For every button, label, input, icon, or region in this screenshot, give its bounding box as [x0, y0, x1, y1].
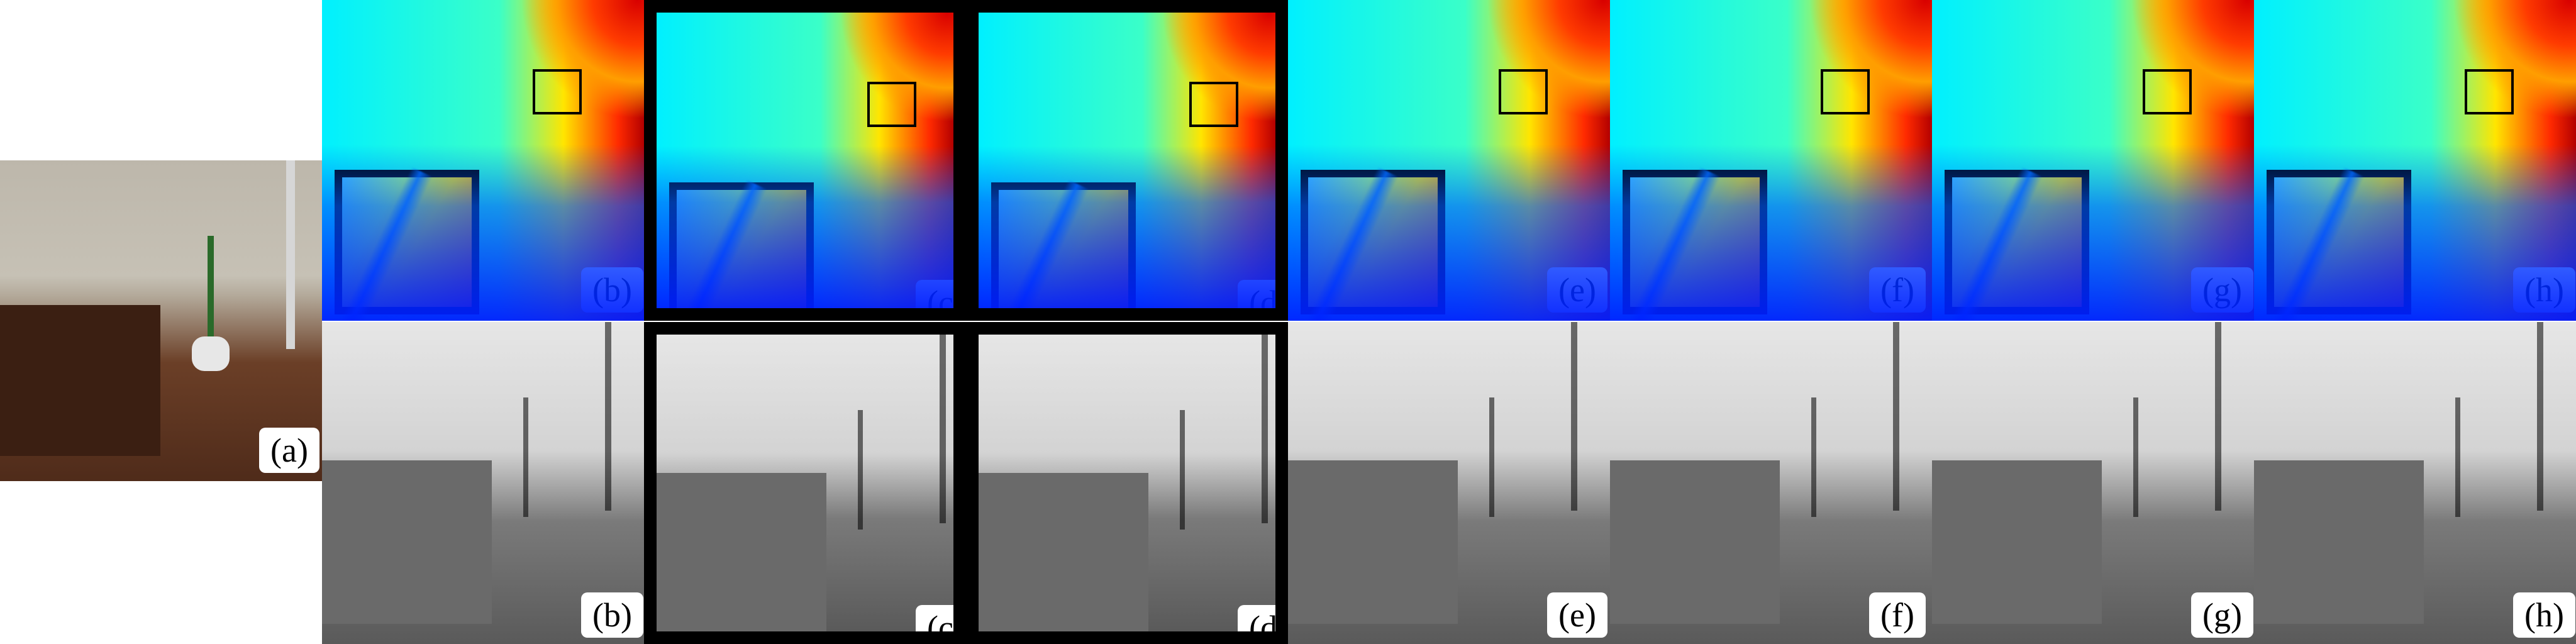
zoom-inset — [1623, 167, 1767, 321]
cabinet-shape — [322, 460, 492, 624]
panel-b-depth: (b) — [322, 0, 644, 321]
lamp-pole-shape — [1893, 322, 1899, 511]
lamp-pole-shape — [940, 335, 946, 523]
cabinet-shape — [2254, 460, 2424, 624]
plant-stem-shape — [2133, 397, 2138, 517]
cabinet-shape — [0, 305, 160, 456]
roi-box — [1821, 69, 1870, 114]
zoom-inset — [2267, 167, 2411, 321]
plant-stem-shape — [858, 410, 863, 530]
roi-box — [1189, 82, 1238, 127]
lamp-pole-shape — [1262, 335, 1268, 523]
panel-label-g-top: (g) — [2191, 267, 2253, 313]
panel-d-depth: (d) — [966, 0, 1288, 321]
zoom-edge-shape — [2272, 167, 2365, 321]
panel-label-h-bottom: (h) — [2513, 592, 2575, 638]
plant-stem-shape — [1180, 410, 1185, 530]
roi-box — [2143, 69, 2192, 114]
zoom-edge-shape — [996, 180, 1089, 308]
panel-d-normal: (d) — [966, 322, 1288, 644]
lamp-pole-shape — [286, 160, 295, 349]
panel-label-c-bottom: (c) — [916, 605, 953, 631]
zoom-edge-shape — [340, 167, 433, 321]
roi-box — [1499, 69, 1548, 114]
panel-g-normal: (g) — [1932, 322, 2254, 644]
zoom-edge-shape — [674, 180, 767, 308]
panel-label-e-top: (e) — [1547, 267, 1607, 313]
roi-box — [533, 69, 582, 114]
panel-h-depth: (h) — [2254, 0, 2576, 321]
cabinet-shape — [1288, 460, 1458, 624]
zoom-inset — [991, 180, 1136, 308]
cabinet-shape — [1610, 460, 1780, 624]
panel-label-d-bottom: (d) — [1238, 605, 1275, 631]
plant-stem-shape — [1489, 397, 1494, 517]
panel-c-depth: (c) — [644, 0, 966, 321]
panel-b-normal: (b) — [322, 322, 644, 644]
lamp-pole-shape — [605, 322, 611, 511]
panel-label-c-top: (c) — [916, 280, 953, 308]
panel-f-normal: (f) — [1610, 322, 1932, 644]
panel-label-h-top: (h) — [2513, 267, 2575, 313]
zoom-edge-shape — [1306, 167, 1399, 321]
roi-box — [2465, 69, 2514, 114]
cabinet-shape — [657, 473, 826, 631]
plant-stem-shape — [523, 397, 528, 517]
panel-h-normal: (h) — [2254, 322, 2576, 644]
plant-stem-shape — [1811, 397, 1816, 517]
zoom-inset — [335, 167, 479, 321]
zoom-inset — [669, 180, 814, 308]
panel-c-normal: (c) — [644, 322, 966, 644]
panel-e-normal: (e) — [1288, 322, 1610, 644]
panel-label-b-bottom: (b) — [581, 592, 643, 638]
plant-stem-shape — [208, 236, 214, 349]
zoom-inset — [1945, 167, 2089, 321]
roi-box — [867, 82, 916, 127]
lamp-pole-shape — [2215, 322, 2221, 511]
plant-stem-shape — [2455, 397, 2460, 517]
panel-label-a: (a) — [259, 428, 319, 473]
panel-f-depth: (f) — [1610, 0, 1932, 321]
panel-label-b-top: (b) — [581, 267, 643, 313]
panel-g-depth: (g) — [1932, 0, 2254, 321]
panel-label-g-bottom: (g) — [2191, 592, 2253, 638]
zoom-edge-shape — [1628, 167, 1721, 321]
panel-label-f-top: (f) — [1869, 267, 1926, 313]
panel-label-d-top: (d) — [1238, 280, 1275, 308]
zoom-edge-shape — [1950, 167, 2043, 321]
panel-label-e-bottom: (e) — [1547, 592, 1607, 638]
panel-e-depth: (e) — [1288, 0, 1610, 321]
cabinet-shape — [1932, 460, 2102, 624]
cabinet-shape — [979, 473, 1148, 631]
panel-a-rgb-image: (a) — [0, 160, 322, 481]
zoom-inset — [1301, 167, 1445, 321]
pot-shape — [192, 336, 230, 371]
lamp-pole-shape — [2537, 322, 2543, 511]
lamp-pole-shape — [1571, 322, 1577, 511]
panel-label-f-bottom: (f) — [1869, 592, 1926, 638]
